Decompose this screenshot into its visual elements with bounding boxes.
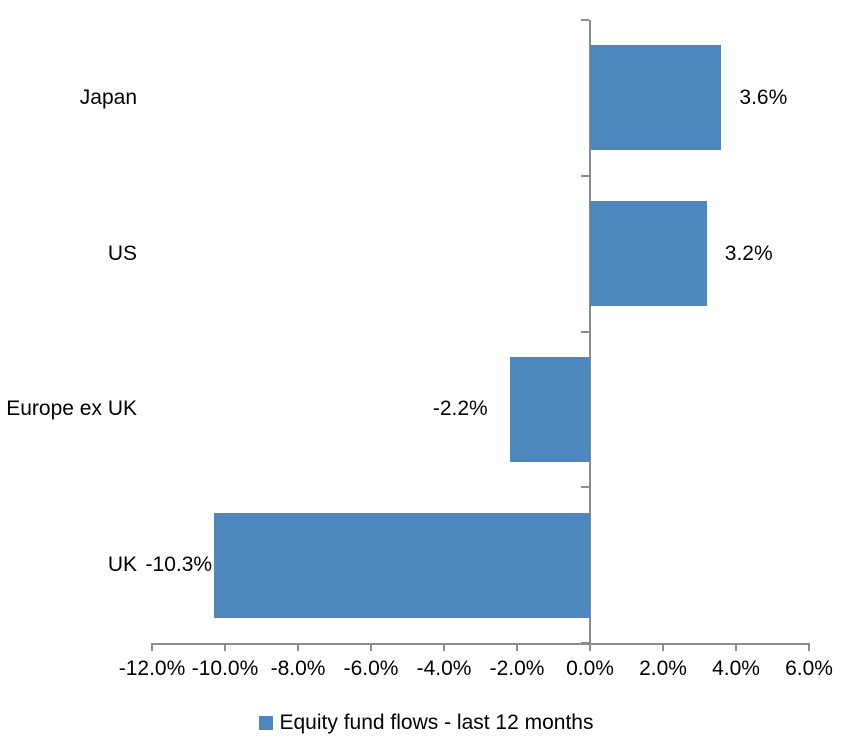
y-axis-tick xyxy=(581,486,589,489)
x-axis-tick-label: -4.0% xyxy=(416,657,472,680)
x-axis-tick-label: -10.0% xyxy=(191,657,259,680)
x-axis-tick xyxy=(589,643,591,651)
x-axis-tick xyxy=(662,643,664,651)
x-axis-tick-label: 2.0% xyxy=(639,657,687,680)
x-axis-tick xyxy=(370,643,372,651)
x-axis-tick-label: -2.0% xyxy=(489,657,545,680)
x-axis-tick-label: 4.0% xyxy=(712,657,760,680)
data-label: -10.3% xyxy=(145,553,213,577)
bar xyxy=(590,201,707,307)
x-axis-tick xyxy=(516,643,518,651)
legend-swatch xyxy=(258,716,273,730)
x-axis-tick xyxy=(808,643,810,651)
x-axis-tick xyxy=(735,643,737,651)
category-label: UK xyxy=(107,553,137,577)
category-label: Japan xyxy=(79,85,137,109)
x-axis-tick-label: -6.0% xyxy=(343,657,399,680)
x-axis-tick xyxy=(151,643,153,651)
category-label: Europe ex UK xyxy=(6,397,137,421)
x-axis-tick xyxy=(297,643,299,651)
y-axis-tick xyxy=(581,642,589,644)
category-label: US xyxy=(107,241,137,265)
x-axis-tick xyxy=(443,643,445,651)
y-axis-tick xyxy=(581,330,589,333)
legend: Equity fund flows - last 12 months xyxy=(0,711,852,735)
x-axis-tick-label: -8.0% xyxy=(270,657,326,680)
bar xyxy=(214,512,590,618)
bar xyxy=(590,45,722,151)
y-axis-tick xyxy=(581,19,589,21)
y-axis-line xyxy=(589,20,591,645)
data-label: -2.2% xyxy=(432,397,488,421)
y-axis-tick xyxy=(581,174,589,177)
x-axis-tick-label: 0.0% xyxy=(566,657,614,680)
x-axis-tick xyxy=(224,643,226,651)
x-axis-tick-label: -12.0% xyxy=(118,657,186,680)
data-label: 3.2% xyxy=(724,241,773,265)
data-label: 3.6% xyxy=(739,85,788,109)
bar xyxy=(509,356,590,462)
x-axis-tick-label: 6.0% xyxy=(785,657,833,680)
x-axis-line xyxy=(152,643,810,645)
legend-label: Equity fund flows - last 12 months xyxy=(279,711,594,734)
